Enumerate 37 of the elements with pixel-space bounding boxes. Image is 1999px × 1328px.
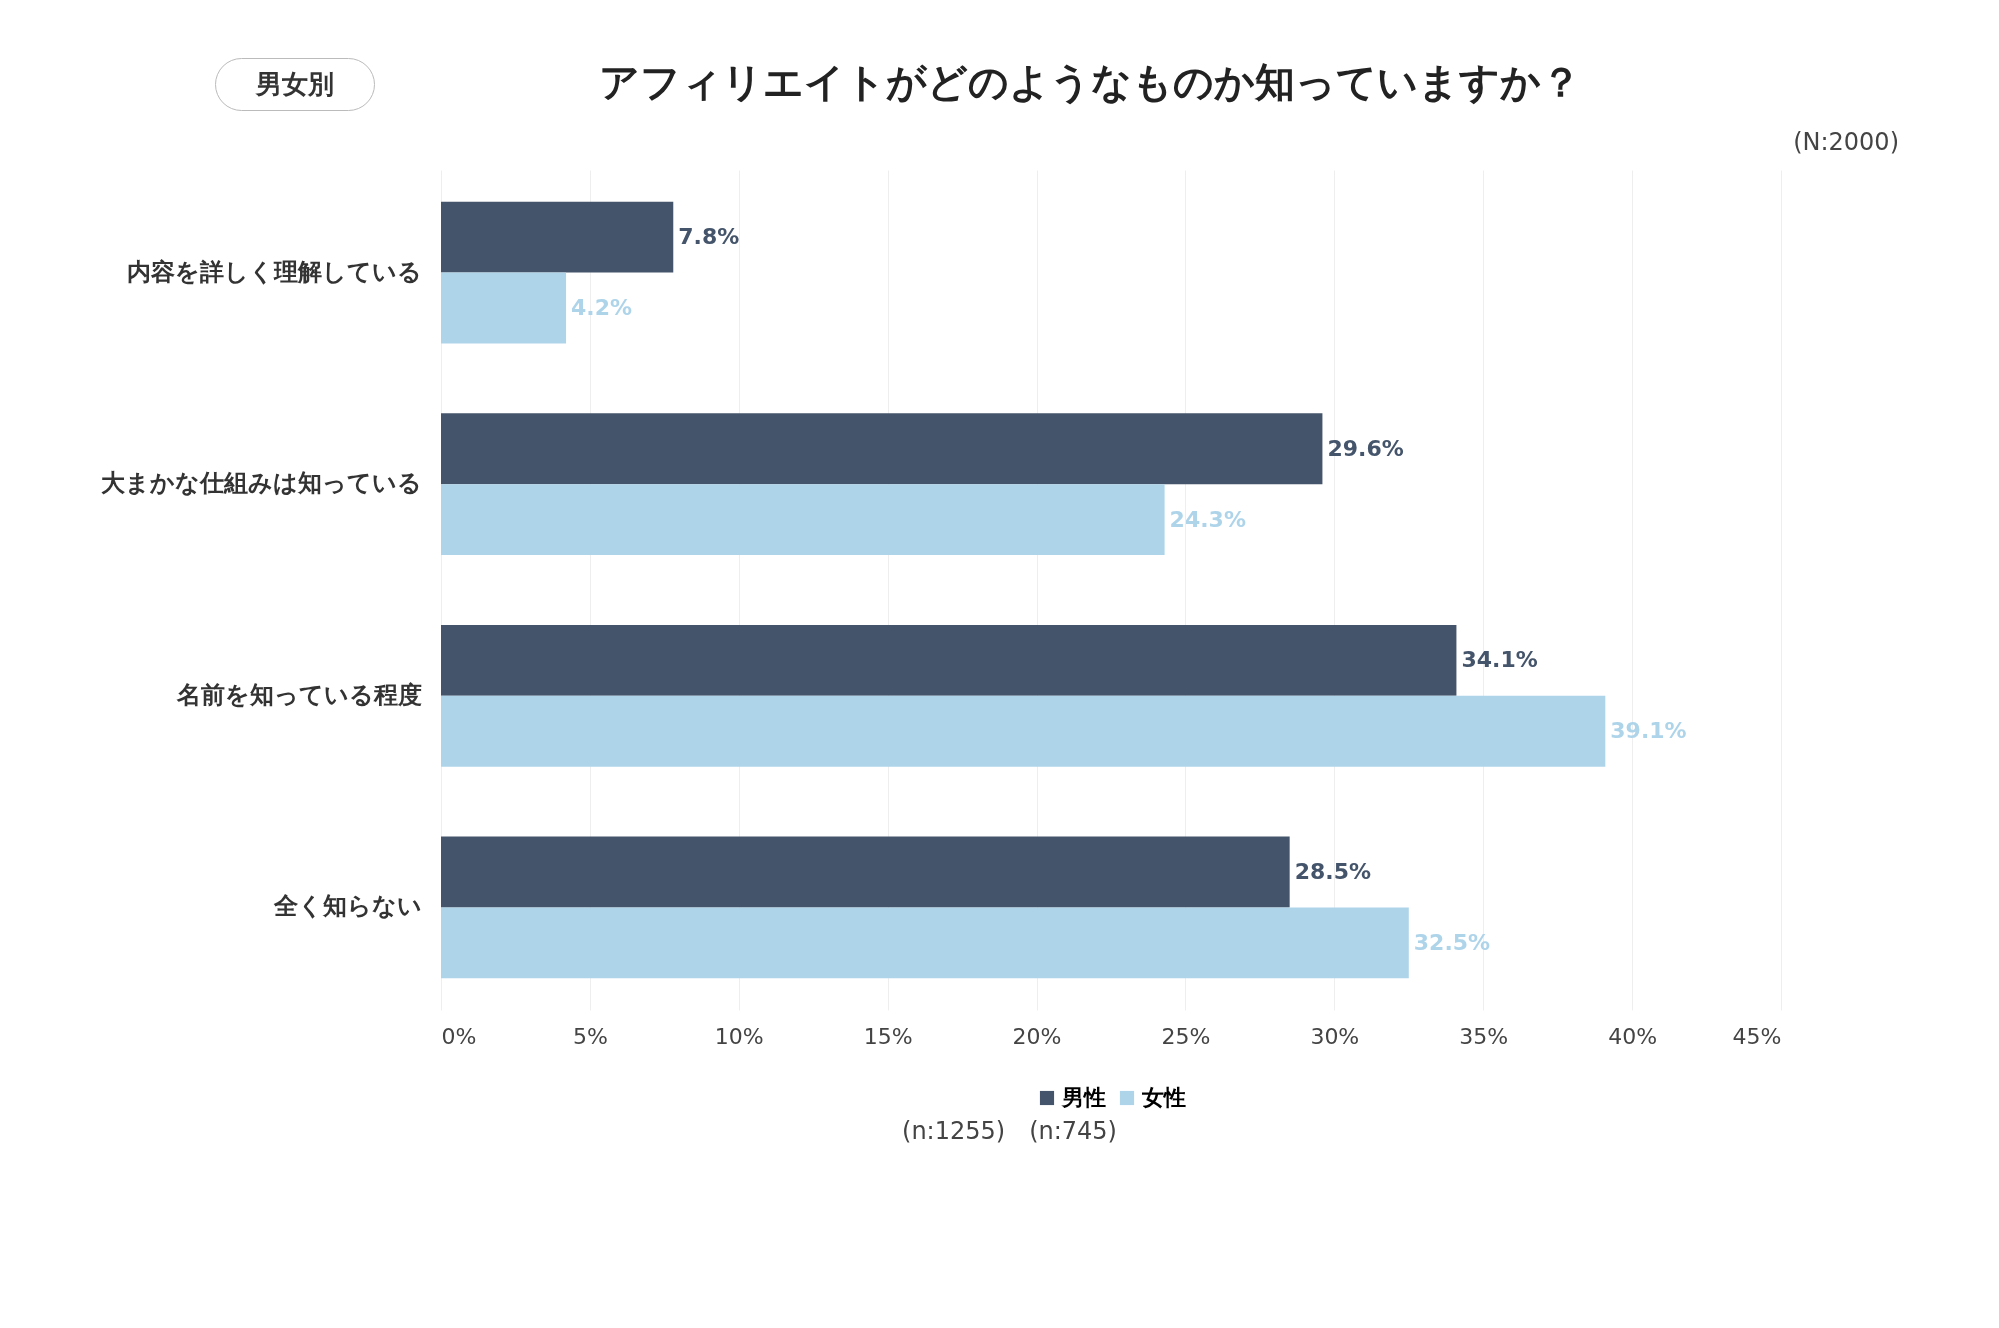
- data-label: 24.3%: [1169, 506, 1246, 532]
- bar: [441, 695, 1606, 767]
- data-label: 28.5%: [1294, 858, 1371, 884]
- x-tick-label: 25%: [1161, 1023, 1211, 1049]
- x-tick-label: 15%: [863, 1023, 913, 1049]
- data-label: 32.5%: [1413, 929, 1491, 955]
- text: (n:745): [1029, 1117, 1117, 1145]
- bar: [441, 272, 567, 344]
- text: (n:1255): [902, 1117, 1006, 1145]
- bar: [441, 836, 1290, 908]
- x-tick-label: 10%: [714, 1023, 764, 1049]
- text: (N:2000): [1793, 128, 1899, 156]
- x-tick-label: 40%: [1608, 1023, 1658, 1049]
- bar: [441, 624, 1457, 696]
- y-tick-label: 大まかな仕組みは知っている: [100, 469, 422, 498]
- bar: [441, 907, 1409, 979]
- data-label: 4.2%: [571, 295, 633, 321]
- x-tick-label: 45%: [1732, 1023, 1782, 1049]
- data-label: 39.1%: [1610, 718, 1687, 744]
- chart-subtitle: 男女別: [215, 58, 375, 111]
- legend-label: 女性: [1141, 1085, 1186, 1110]
- x-tick-label: 35%: [1459, 1023, 1509, 1049]
- x-tick-label: 30%: [1310, 1023, 1360, 1049]
- data-label: 34.1%: [1461, 647, 1538, 673]
- bar: [441, 413, 1323, 485]
- y-tick-label: 名前を知っている程度: [175, 680, 422, 709]
- chart-title: アフィリエイトがどのようなものか知っていますか？: [598, 59, 1581, 105]
- bar: [441, 484, 1165, 556]
- x-tick-label: 20%: [1012, 1023, 1062, 1049]
- x-tick-label: 5%: [572, 1023, 608, 1049]
- data-label: 7.8%: [678, 224, 740, 250]
- data-label: 29.6%: [1327, 435, 1404, 461]
- legend-label: 男性: [1061, 1085, 1106, 1110]
- x-tick-label: 0%: [441, 1023, 477, 1049]
- y-tick-label: 内容を詳しく理解している: [126, 257, 422, 286]
- bar: [441, 201, 674, 273]
- y-tick-label: 全く知らない: [272, 892, 422, 921]
